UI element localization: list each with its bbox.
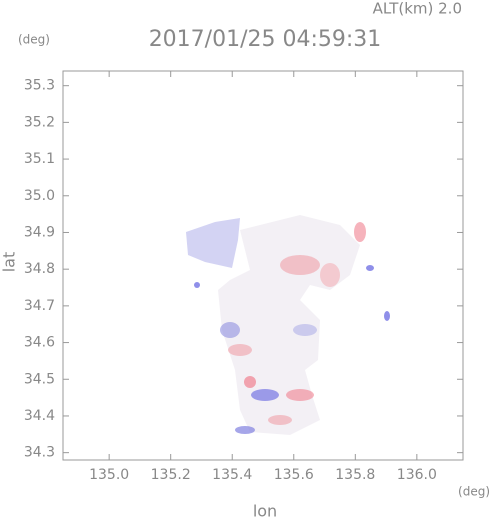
radar-field: [186, 215, 390, 435]
y-tick-label: 35.0: [24, 188, 55, 204]
y-tick-label: 35.2: [24, 114, 55, 130]
y-axis-label: lat: [0, 252, 19, 273]
altitude-annotation: ALT(km) 2.0: [373, 0, 462, 18]
y-tick-label: 34.6: [24, 335, 55, 351]
x-tick-label: 135.8: [335, 467, 375, 483]
y-tick-label: 35.3: [24, 78, 55, 94]
y-tick-label: 34.5: [24, 371, 55, 387]
x-tick-label: 135.0: [89, 467, 129, 483]
y-tick-label: 34.3: [24, 445, 55, 461]
y-tick-label: 35.1: [24, 151, 55, 167]
x-tick-label: 136.0: [397, 467, 437, 483]
x-unit: (deg): [458, 485, 490, 499]
x-axis-label: lon: [253, 502, 277, 521]
y-unit: (deg): [18, 33, 50, 47]
x-tick-label: 135.2: [151, 467, 191, 483]
y-tick-label: 34.7: [24, 298, 55, 314]
plot-frame: [62, 70, 464, 461]
chart-title: 2017/01/25 04:59:31: [149, 27, 382, 52]
y-tick-label: 34.4: [24, 408, 55, 424]
y-tick-label: 34.8: [24, 261, 55, 277]
y-tick-label: 34.9: [24, 224, 55, 240]
x-tick-label: 135.4: [212, 467, 252, 483]
x-tick-label: 135.6: [274, 467, 314, 483]
